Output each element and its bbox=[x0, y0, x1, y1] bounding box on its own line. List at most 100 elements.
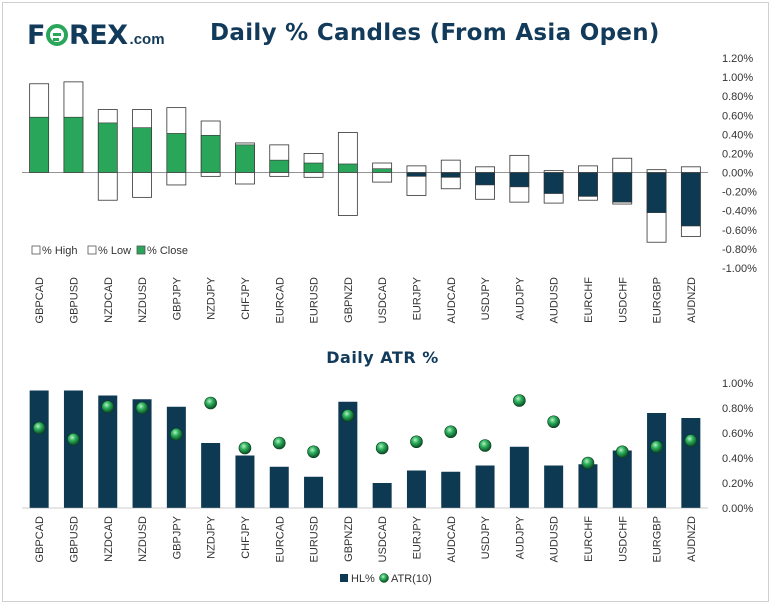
x-tick-label: EURJPY bbox=[411, 515, 423, 559]
atr-marker bbox=[238, 441, 252, 455]
x-tick-label: GBPJPY bbox=[171, 276, 183, 320]
x-tick-label: EURCHF bbox=[583, 277, 595, 323]
close-bar bbox=[509, 172, 530, 188]
y-tick-label: 0.60% bbox=[722, 428, 753, 440]
x-tick-label: USDCHF bbox=[617, 516, 629, 562]
close-bar bbox=[303, 162, 324, 173]
x-tick-label: AUDUSD bbox=[549, 277, 561, 324]
hl-bar bbox=[509, 446, 529, 508]
low-bar bbox=[337, 172, 358, 216]
x-tick-label: GBPNZD bbox=[343, 516, 355, 562]
atr-chart-title: Daily ATR % bbox=[326, 348, 439, 367]
close-bar bbox=[269, 159, 290, 173]
close-bar bbox=[543, 172, 564, 194]
atr-marker bbox=[513, 394, 526, 407]
close-bar bbox=[578, 172, 598, 197]
atr-marker bbox=[135, 401, 149, 415]
y-tick-label: -0.60% bbox=[722, 225, 757, 237]
x-tick-label: USDCAD bbox=[377, 277, 389, 324]
x-tick-label: NZDCAD bbox=[103, 277, 115, 323]
x-tick-label: GBPCAD bbox=[34, 516, 46, 563]
x-tick-label: NZDUSD bbox=[137, 277, 149, 323]
x-tick-label: CHFJPY bbox=[240, 276, 252, 319]
x-tick-label: USDCHF bbox=[617, 277, 629, 323]
atr-marker bbox=[307, 445, 320, 459]
hl-bar bbox=[29, 390, 49, 508]
hl-bar bbox=[304, 476, 324, 508]
legend-hl-swatch bbox=[340, 574, 348, 582]
close-bar bbox=[372, 168, 392, 173]
y-tick-label: 0.40% bbox=[722, 129, 753, 141]
hl-bar bbox=[612, 450, 632, 508]
close-bar bbox=[63, 116, 84, 173]
hl-bar bbox=[98, 395, 118, 508]
high-bar bbox=[612, 157, 633, 173]
x-tick-label: AUDJPY bbox=[514, 515, 526, 559]
close-bar bbox=[612, 172, 633, 203]
close-bar bbox=[406, 172, 427, 177]
x-tick-label: EURCHF bbox=[583, 516, 595, 562]
y-tick-label: 1.20% bbox=[722, 53, 753, 65]
high-bar bbox=[406, 165, 427, 173]
high-bar bbox=[680, 166, 701, 173]
hl-bar bbox=[647, 413, 667, 508]
x-tick-label: NZDJPY bbox=[206, 515, 218, 558]
x-tick-label: CHFJPY bbox=[240, 515, 252, 558]
close-bar bbox=[681, 172, 701, 227]
atr-marker bbox=[375, 441, 389, 455]
atr-marker bbox=[547, 415, 560, 429]
y-tick-label: 0.60% bbox=[722, 110, 753, 122]
legend-atr-swatch bbox=[379, 573, 389, 583]
y-tick-label: 0.00% bbox=[722, 168, 753, 180]
y-tick-label: 0.80% bbox=[722, 91, 753, 103]
x-tick-label: NZDCAD bbox=[103, 516, 115, 562]
x-tick-label: EURCAD bbox=[274, 277, 286, 324]
atr-marker bbox=[101, 400, 115, 414]
legend-low-swatch bbox=[87, 245, 97, 255]
y-tick-label: 0.80% bbox=[722, 403, 753, 415]
high-bar bbox=[509, 154, 530, 173]
hl-bar bbox=[166, 406, 186, 508]
legend-atr-label: ATR(10) bbox=[391, 573, 432, 585]
atr-marker bbox=[272, 436, 286, 450]
low-bar bbox=[97, 172, 118, 201]
close-bar bbox=[200, 135, 221, 173]
candles-chart-title: Daily % Candles (From Asia Open) bbox=[210, 20, 660, 46]
legend-close-swatch bbox=[136, 245, 146, 255]
hl-bar bbox=[544, 465, 564, 508]
legend-low-label: % Low bbox=[98, 245, 131, 257]
hl-bar bbox=[578, 464, 598, 508]
close-bar bbox=[166, 133, 187, 173]
y-tick-label: -0.40% bbox=[722, 206, 757, 218]
close-bar bbox=[97, 122, 118, 173]
hl-bar bbox=[372, 483, 392, 508]
atr-marker bbox=[410, 435, 423, 449]
forex-logo: F REX .com bbox=[27, 20, 165, 51]
atr-marker bbox=[32, 421, 46, 435]
high-bar bbox=[475, 166, 495, 173]
atr-marker bbox=[581, 456, 595, 470]
atr-marker bbox=[67, 432, 80, 446]
low-bar bbox=[372, 172, 393, 183]
atr-marker bbox=[341, 409, 355, 422]
high-bar bbox=[646, 169, 667, 173]
atr-marker bbox=[170, 427, 183, 441]
x-tick-label: AUDJPY bbox=[514, 276, 526, 320]
close-bar bbox=[338, 163, 358, 173]
hl-bar bbox=[132, 399, 152, 508]
y-tick-label: -0.80% bbox=[722, 244, 757, 256]
legend-hl-label: HL% bbox=[351, 573, 375, 585]
y-tick-label: -0.20% bbox=[722, 187, 757, 199]
close-bar bbox=[440, 172, 461, 178]
hl-bar bbox=[63, 390, 83, 508]
legend-close-label: % Close bbox=[147, 245, 188, 257]
x-tick-label: EURUSD bbox=[309, 277, 321, 324]
hl-bar bbox=[201, 443, 221, 508]
logo-domain: .com bbox=[129, 31, 165, 48]
y-tick-label: 1.00% bbox=[722, 378, 753, 390]
hl-bar bbox=[406, 470, 426, 508]
x-tick-label: GBPNZD bbox=[343, 277, 355, 323]
x-tick-label: EURGBP bbox=[652, 277, 664, 323]
y-tick-label: -1.00% bbox=[722, 263, 757, 275]
